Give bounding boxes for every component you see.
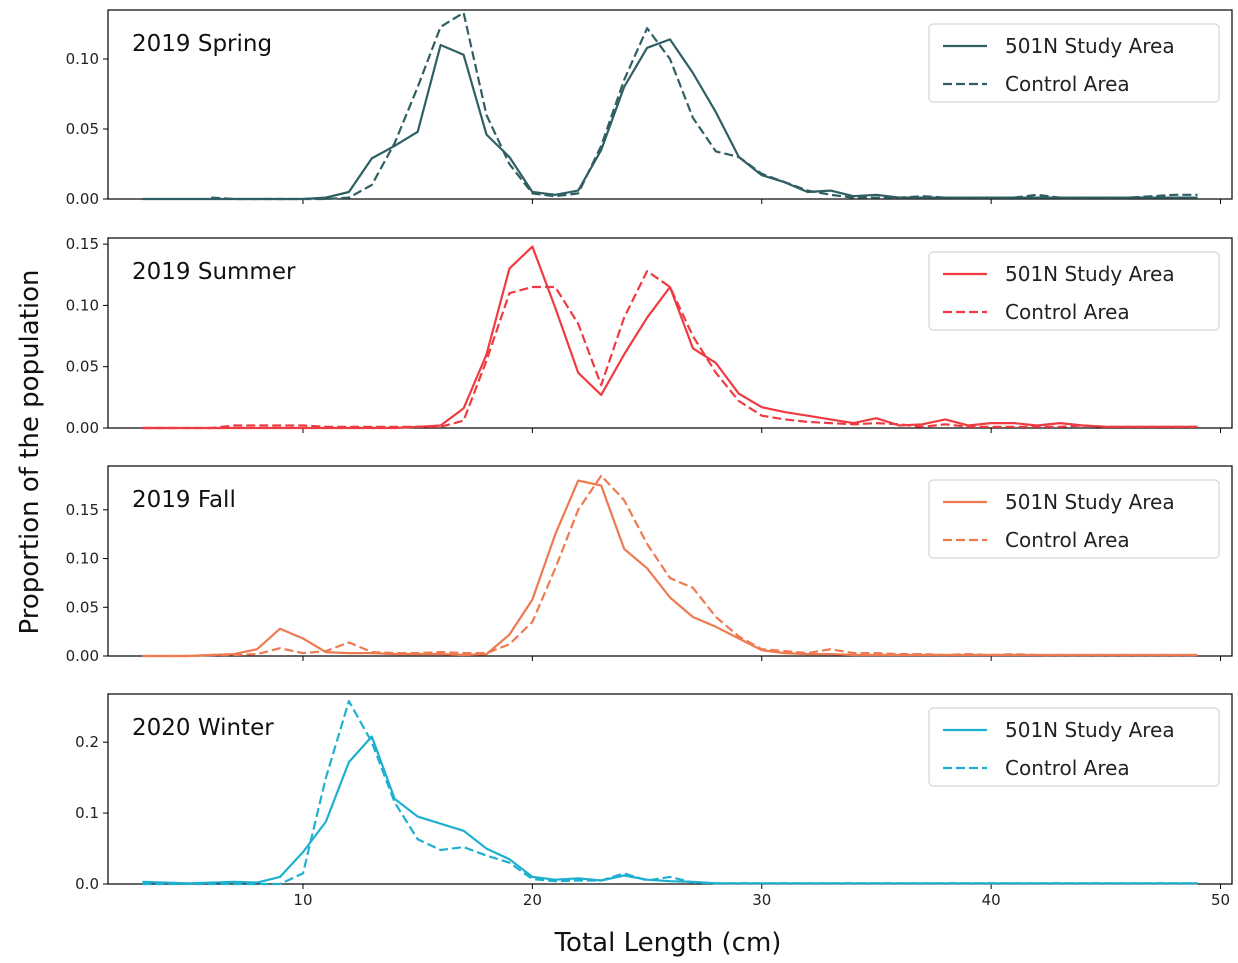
legend-label: Control Area [1005, 756, 1130, 780]
series-line-control-area [211, 11, 1198, 201]
y-tick-label: 0.05 [66, 120, 99, 138]
y-tick-label: 0.00 [66, 190, 99, 208]
legend-label: 501N Study Area [1005, 490, 1175, 514]
y-tick-label: 0.10 [66, 550, 99, 568]
panel-frame [107, 237, 1233, 429]
series-line-control-area [142, 270, 1198, 430]
x-tick-label: 40 [982, 891, 1001, 909]
x-tick-label: 10 [293, 891, 312, 909]
y-tick-label: 0.00 [66, 419, 99, 437]
y-tick-label: 0.10 [66, 50, 99, 68]
panel-1: 0.00 0.05 0.10 0.15 2019 Summer 501N Study Ar… [66, 235, 1233, 437]
y-tick-label: 0.00 [66, 647, 99, 665]
x-tick-label: 50 [1211, 891, 1230, 909]
panel-frame [107, 693, 1233, 885]
panel-frame [107, 465, 1233, 657]
legend-box [928, 479, 1220, 559]
series-line-control-area [142, 474, 1198, 658]
legend-label: 501N Study Area [1005, 34, 1175, 58]
panel-2: 0.00 0.05 0.10 0.15 2019 Fall 501N Study Area… [66, 465, 1233, 665]
panel-3: 10 20 30 40 50 0.0 0.1 0.2 2020 Winter 501N Study… [75, 693, 1233, 909]
x-axis-title: Total Length (cm) [554, 928, 782, 958]
y-tick-label: 0.05 [66, 358, 99, 376]
legend-box [928, 707, 1220, 787]
panel-title: 2019 Fall [132, 487, 236, 513]
panel-title: 2019 Spring [132, 31, 272, 57]
x-tick-label: 30 [752, 891, 771, 909]
series-line-study-area [142, 245, 1198, 430]
legend-label: Control Area [1005, 72, 1130, 96]
y-tick-label: 0.05 [66, 598, 99, 616]
legend-box [928, 251, 1220, 331]
legend-label: 501N Study Area [1005, 262, 1175, 286]
legend-label: Control Area [1005, 300, 1130, 324]
y-tick-label: 0.1 [75, 804, 99, 822]
panel-title: 2020 Winter [132, 715, 274, 741]
panel-frame [107, 9, 1233, 200]
y-axis-title: Proportion of the population [15, 269, 45, 634]
series-line-control-area [142, 699, 1198, 886]
y-tick-label: 0.15 [66, 501, 99, 519]
legend-box [928, 23, 1220, 103]
y-tick-label: 0.2 [75, 733, 99, 751]
legend-label: Control Area [1005, 528, 1130, 552]
y-tick-label: 0.10 [66, 296, 99, 314]
panel-0: 0.00 0.05 0.10 2019 Spring 501N Study Area Co… [66, 9, 1233, 208]
y-tick-label: 0.0 [75, 875, 99, 893]
x-tick-label: 20 [523, 891, 542, 909]
panel-title: 2019 Summer [132, 259, 296, 285]
y-tick-label: 0.15 [66, 235, 99, 253]
legend-label: 501N Study Area [1005, 718, 1175, 742]
